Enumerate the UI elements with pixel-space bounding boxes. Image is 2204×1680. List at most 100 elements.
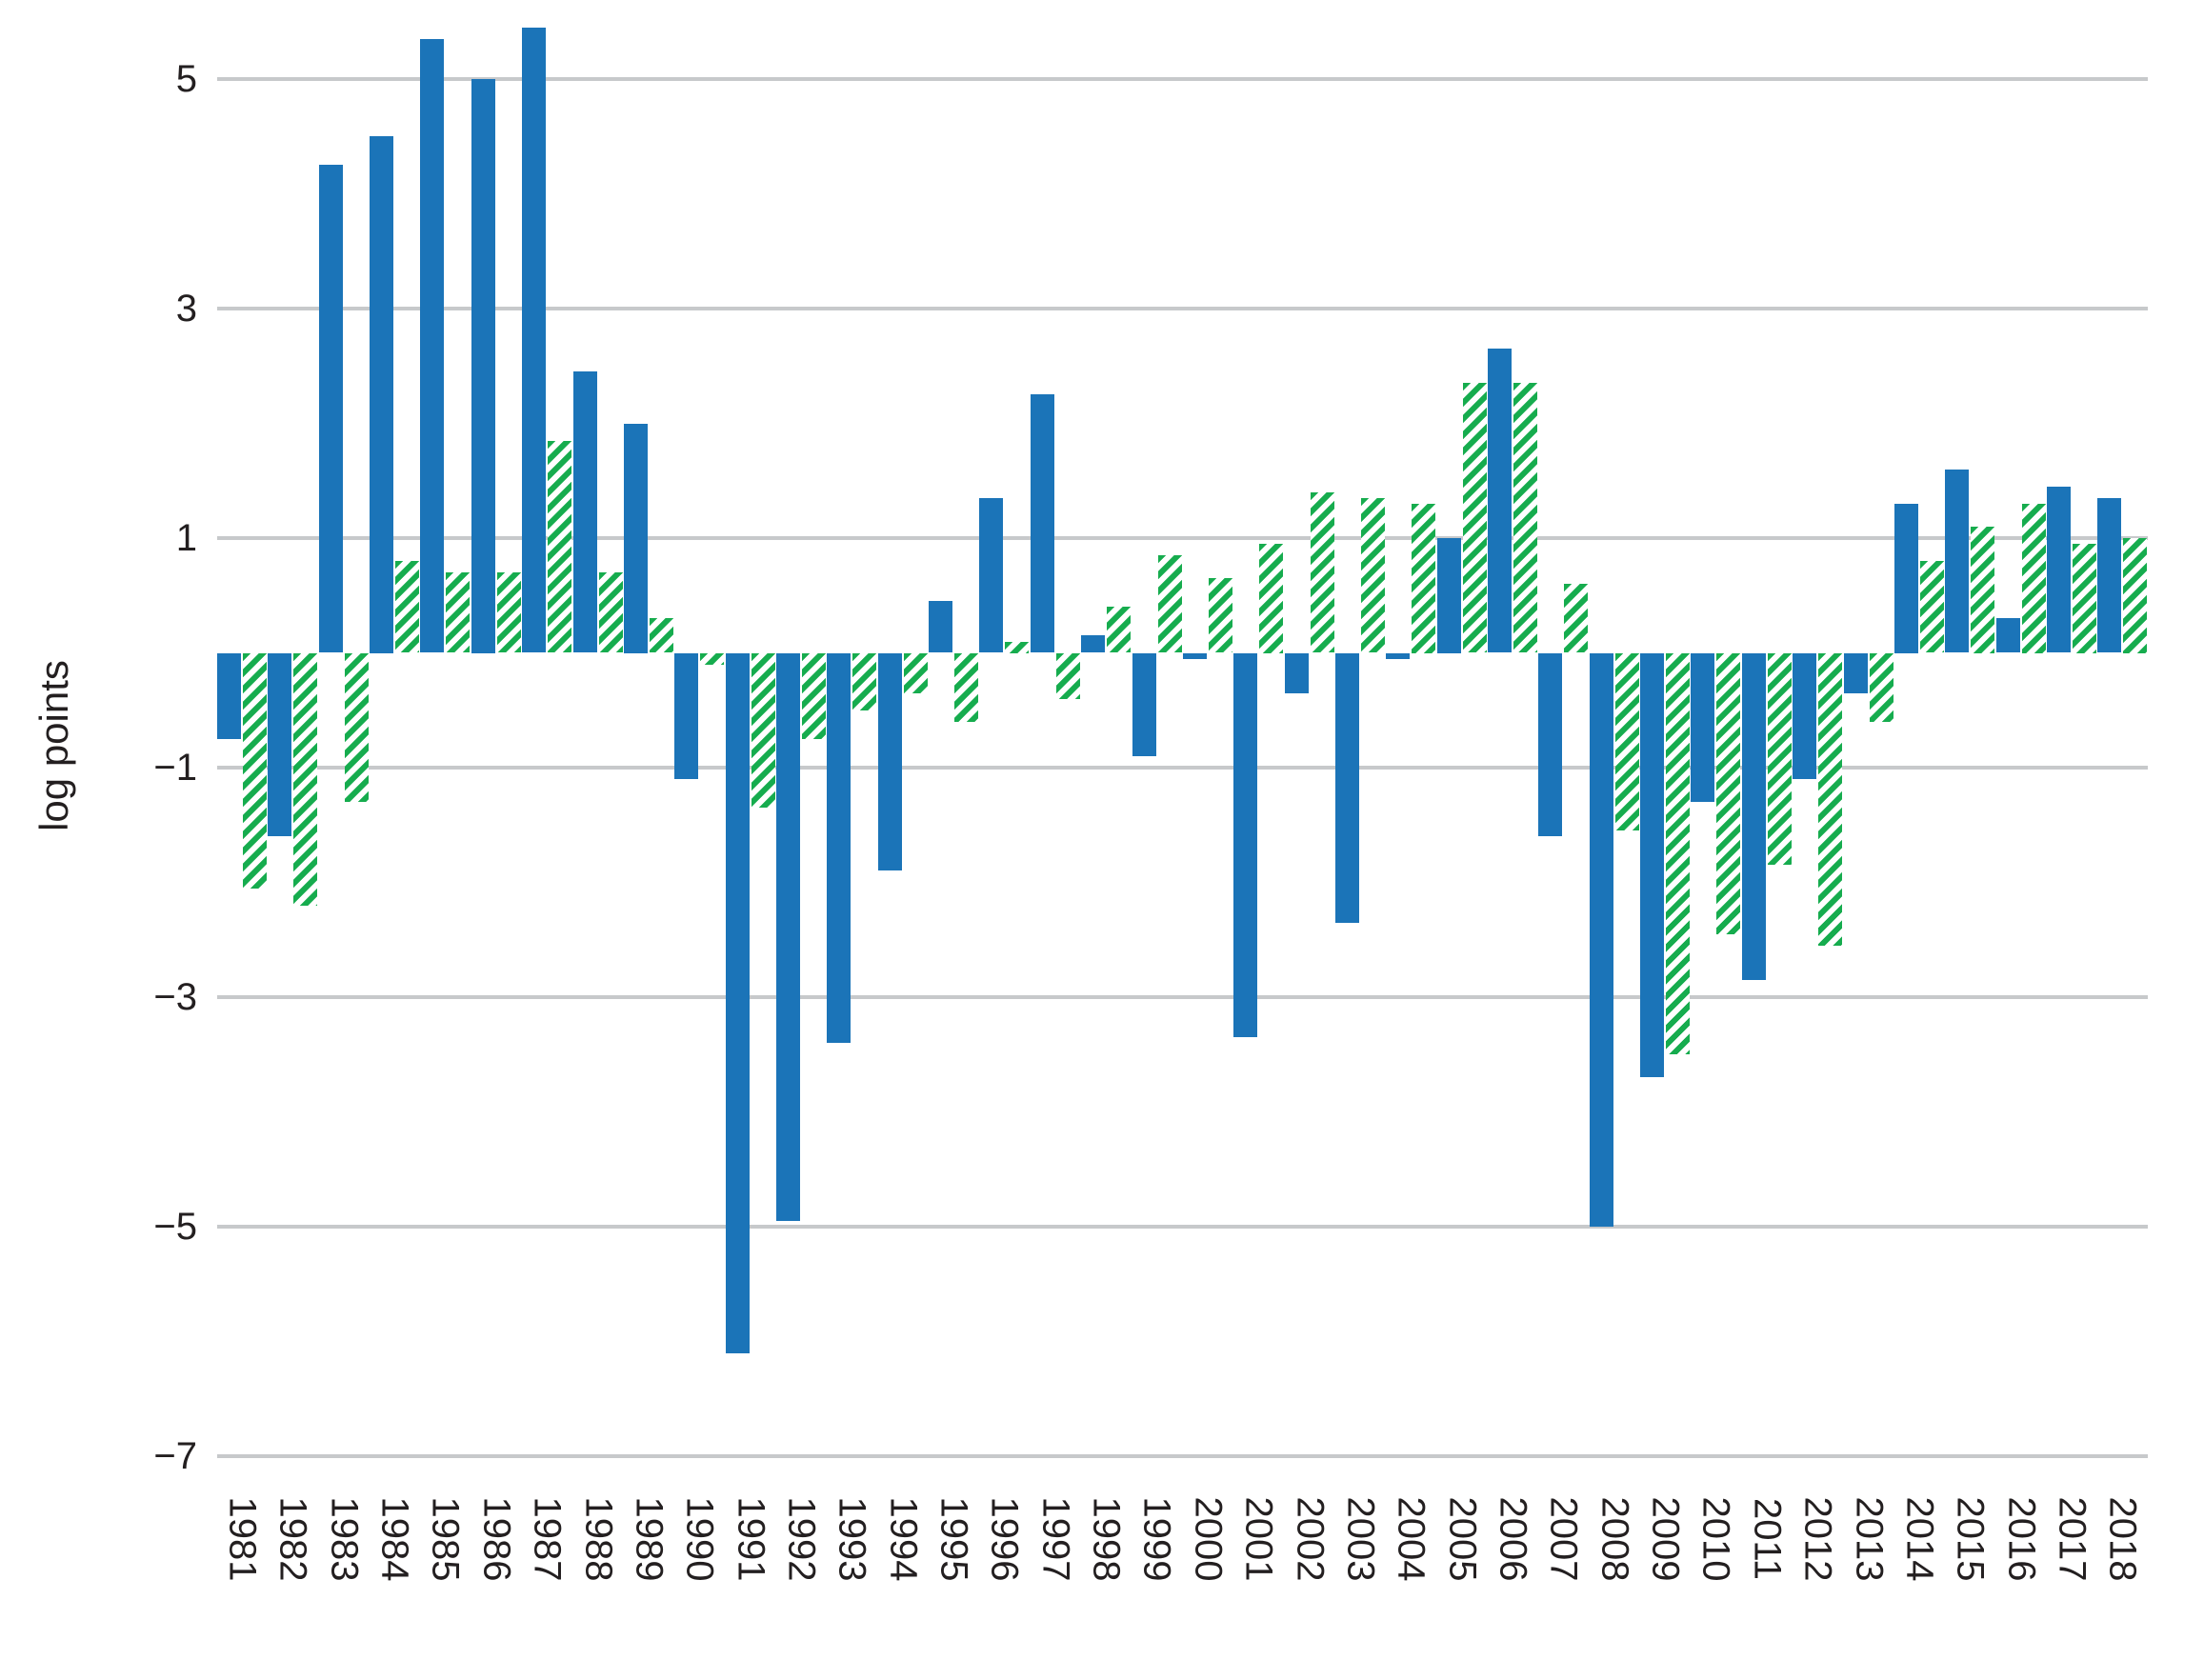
x-tick-label-1994: 1994 [882, 1496, 925, 1582]
bar-green-hatched-2012 [1818, 652, 1843, 946]
y-tick-label--1: −1 [153, 747, 197, 789]
bar-blue-solid-1989 [623, 423, 648, 653]
x-tick-label-2002: 2002 [1289, 1496, 1332, 1582]
bar-blue-solid-2017 [2047, 486, 2071, 653]
gridline-y-1 [217, 536, 2148, 540]
x-tick-label-1990: 1990 [678, 1496, 721, 1582]
bar-blue-solid-1982 [268, 652, 292, 837]
gridline-y--1 [217, 766, 2148, 770]
bar-blue-solid-1983 [318, 165, 343, 653]
x-tick-label-1983: 1983 [323, 1496, 366, 1582]
bar-green-hatched-1987 [548, 440, 572, 653]
x-tick-label-1997: 1997 [1034, 1496, 1077, 1582]
bar-green-hatched-1996 [1005, 641, 1030, 653]
bar-blue-solid-2001 [1233, 652, 1258, 1038]
bar-blue-solid-2008 [1589, 652, 1613, 1227]
bar-blue-solid-1997 [1030, 394, 1054, 653]
x-tick-label-2009: 2009 [1644, 1496, 1687, 1582]
bar-green-hatched-1990 [700, 652, 725, 665]
bar-blue-solid-1994 [877, 652, 902, 871]
y-tick-label-3: 3 [175, 288, 197, 330]
x-tick-label-1988: 1988 [577, 1496, 620, 1582]
x-tick-label-2013: 2013 [1848, 1496, 1891, 1582]
bar-green-hatched-2006 [1513, 383, 1537, 653]
bar-green-hatched-2015 [1971, 527, 1995, 653]
bar-blue-solid-1986 [471, 79, 495, 653]
x-tick-label-1984: 1984 [373, 1496, 416, 1582]
y-tick-label--5: −5 [153, 1206, 197, 1248]
y-tick-label-5: 5 [175, 58, 197, 100]
bar-green-hatched-2007 [1564, 584, 1589, 653]
bar-blue-solid-1981 [217, 652, 241, 739]
bar-blue-solid-2018 [2097, 497, 2122, 653]
bar-green-hatched-1988 [598, 572, 623, 653]
x-tick-label-1993: 1993 [831, 1496, 873, 1582]
bar-green-hatched-2008 [1614, 652, 1639, 831]
bar-blue-solid-1996 [979, 497, 1004, 653]
bar-green-hatched-2000 [1208, 578, 1232, 653]
gridline-y-5 [217, 77, 2148, 81]
x-tick-label-1989: 1989 [628, 1496, 671, 1582]
x-tick-label-2000: 2000 [1187, 1496, 1230, 1582]
bar-blue-solid-1999 [1132, 652, 1156, 756]
y-tick-label--3: −3 [153, 976, 197, 1018]
bar-green-hatched-2017 [2073, 544, 2096, 653]
x-tick-label-2007: 2007 [1542, 1496, 1585, 1582]
x-tick-label-1985: 1985 [424, 1496, 467, 1582]
bar-green-hatched-1983 [344, 652, 369, 803]
bar-blue-solid-2012 [1793, 652, 1817, 780]
x-tick-label-2010: 2010 [1694, 1496, 1737, 1582]
bar-green-hatched-1997 [1055, 652, 1080, 699]
bar-green-hatched-2004 [1412, 503, 1436, 653]
bar-blue-solid-1990 [674, 652, 699, 780]
bar-blue-solid-1987 [522, 27, 547, 653]
x-tick-label-2016: 2016 [2000, 1496, 2043, 1582]
bar-green-hatched-2002 [1310, 491, 1334, 653]
bar-green-hatched-1989 [649, 618, 673, 653]
bar-green-hatched-1981 [243, 652, 267, 889]
bar-blue-solid-2010 [1691, 652, 1715, 803]
bar-green-hatched-1999 [1157, 555, 1182, 653]
y-tick-label-1: 1 [175, 517, 197, 559]
bar-green-hatched-2014 [1919, 561, 1944, 653]
x-tick-label-1991: 1991 [730, 1496, 772, 1582]
bar-blue-solid-2003 [1334, 652, 1359, 923]
bar-green-hatched-1995 [954, 652, 978, 722]
bar-blue-solid-1998 [1081, 635, 1106, 653]
bar-blue-solid-2015 [1945, 469, 1970, 653]
bar-green-hatched-2016 [2021, 503, 2046, 653]
bar-blue-solid-1991 [725, 652, 750, 1353]
bar-blue-solid-2002 [1284, 652, 1309, 693]
bar-blue-solid-2007 [1538, 652, 1563, 837]
x-tick-label-1981: 1981 [221, 1496, 264, 1582]
bar-green-hatched-2009 [1666, 652, 1691, 1055]
bar-green-hatched-1991 [751, 652, 775, 809]
x-tick-label-2017: 2017 [2051, 1496, 2094, 1582]
x-tick-label-1996: 1996 [983, 1496, 1026, 1582]
bar-green-hatched-2001 [1259, 544, 1284, 653]
x-tick-label-2015: 2015 [1949, 1496, 1992, 1582]
x-tick-label-2011: 2011 [1746, 1497, 1789, 1581]
bar-green-hatched-2005 [1462, 383, 1487, 653]
bar-green-hatched-1984 [395, 561, 420, 653]
gridline-y--7 [217, 1454, 2148, 1458]
x-tick-label-2018: 2018 [2101, 1496, 2144, 1582]
x-tick-label-1982: 1982 [271, 1496, 314, 1582]
bar-blue-solid-2011 [1741, 652, 1766, 980]
gridline-y--3 [217, 995, 2148, 999]
bar-blue-solid-2014 [1893, 503, 1918, 653]
bar-green-hatched-2011 [1767, 652, 1792, 866]
bar-blue-solid-1995 [929, 601, 952, 653]
x-tick-label-1995: 1995 [932, 1496, 975, 1582]
bar-green-hatched-2018 [2123, 538, 2148, 653]
bar-green-hatched-2013 [1869, 652, 1893, 722]
bar-green-hatched-2003 [1360, 497, 1385, 653]
bar-blue-solid-2000 [1182, 652, 1207, 659]
x-tick-label-2012: 2012 [1796, 1496, 1839, 1582]
x-tick-label-1998: 1998 [1085, 1496, 1128, 1582]
x-tick-label-1999: 1999 [1135, 1496, 1178, 1582]
bar-blue-solid-2013 [1843, 652, 1868, 693]
bar-green-hatched-1994 [903, 652, 928, 693]
bar-green-hatched-1986 [496, 572, 521, 653]
